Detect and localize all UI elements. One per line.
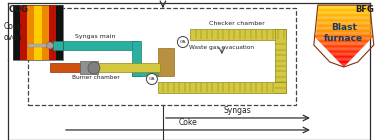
Polygon shape	[328, 51, 359, 52]
Polygon shape	[317, 18, 371, 19]
Bar	[28, 44, 48, 47]
Bar	[28, 8, 296, 105]
Bar	[98, 63, 160, 72]
Polygon shape	[333, 56, 355, 57]
Polygon shape	[325, 47, 363, 48]
Text: Syngas: Syngas	[224, 106, 252, 115]
Circle shape	[146, 74, 157, 85]
Polygon shape	[316, 31, 372, 32]
Circle shape	[46, 42, 53, 49]
Polygon shape	[318, 10, 370, 11]
Polygon shape	[317, 21, 371, 22]
Polygon shape	[317, 22, 371, 24]
Polygon shape	[335, 58, 352, 60]
Polygon shape	[319, 41, 369, 42]
Circle shape	[177, 37, 188, 47]
Bar	[42, 5, 49, 60]
Polygon shape	[340, 63, 347, 65]
Polygon shape	[318, 6, 370, 8]
Polygon shape	[316, 38, 371, 40]
Text: Burner chamber: Burner chamber	[72, 75, 120, 80]
Polygon shape	[315, 37, 373, 38]
Polygon shape	[318, 9, 370, 10]
Polygon shape	[316, 32, 372, 34]
Polygon shape	[339, 62, 349, 63]
Polygon shape	[316, 26, 371, 27]
Bar	[132, 41, 141, 76]
Polygon shape	[327, 50, 361, 51]
Polygon shape	[329, 52, 358, 53]
Bar	[275, 29, 286, 93]
Polygon shape	[341, 65, 346, 66]
Text: Coke: Coke	[178, 118, 197, 127]
Polygon shape	[314, 35, 374, 36]
Text: GA: GA	[180, 40, 186, 44]
Polygon shape	[320, 42, 368, 43]
Text: Checker chamber: Checker chamber	[209, 21, 265, 26]
Polygon shape	[316, 30, 372, 31]
Polygon shape	[321, 43, 367, 45]
Polygon shape	[318, 5, 370, 6]
Bar	[80, 61, 98, 74]
Bar	[50, 63, 80, 72]
Polygon shape	[316, 27, 371, 29]
Bar	[190, 29, 286, 40]
Circle shape	[88, 62, 100, 74]
Bar	[20, 5, 27, 60]
Bar	[34, 5, 42, 60]
Text: Blast
furnace: Blast furnace	[324, 23, 363, 43]
Text: BFG: BFG	[355, 5, 374, 14]
Polygon shape	[336, 60, 351, 61]
Bar	[49, 5, 56, 60]
Polygon shape	[317, 16, 370, 18]
Polygon shape	[326, 48, 362, 50]
Bar	[158, 48, 174, 76]
Polygon shape	[314, 36, 374, 37]
Polygon shape	[316, 25, 371, 26]
Text: Coke
oven: Coke oven	[4, 22, 23, 42]
Bar	[13, 5, 63, 60]
Polygon shape	[318, 11, 370, 12]
Polygon shape	[317, 19, 371, 20]
Text: Syngas main: Syngas main	[75, 34, 115, 39]
Bar	[132, 67, 160, 76]
Polygon shape	[318, 8, 370, 9]
Polygon shape	[316, 34, 372, 35]
Bar	[27, 5, 34, 60]
Polygon shape	[317, 15, 370, 16]
Bar	[53, 41, 138, 50]
Polygon shape	[318, 40, 370, 41]
Polygon shape	[324, 46, 364, 47]
Polygon shape	[317, 12, 370, 14]
Polygon shape	[331, 53, 357, 55]
Bar	[13, 5, 20, 60]
Polygon shape	[317, 14, 370, 15]
Polygon shape	[332, 55, 356, 56]
Bar	[158, 82, 286, 93]
Polygon shape	[316, 24, 371, 25]
Polygon shape	[316, 29, 371, 30]
Polygon shape	[338, 61, 350, 62]
Polygon shape	[317, 20, 371, 21]
Text: GA: GA	[149, 77, 155, 81]
Bar	[56, 5, 63, 60]
Polygon shape	[334, 57, 353, 58]
Text: Waste gas evacuation: Waste gas evacuation	[189, 45, 254, 50]
Polygon shape	[322, 45, 366, 46]
Text: COG: COG	[9, 5, 29, 14]
Polygon shape	[342, 66, 345, 67]
